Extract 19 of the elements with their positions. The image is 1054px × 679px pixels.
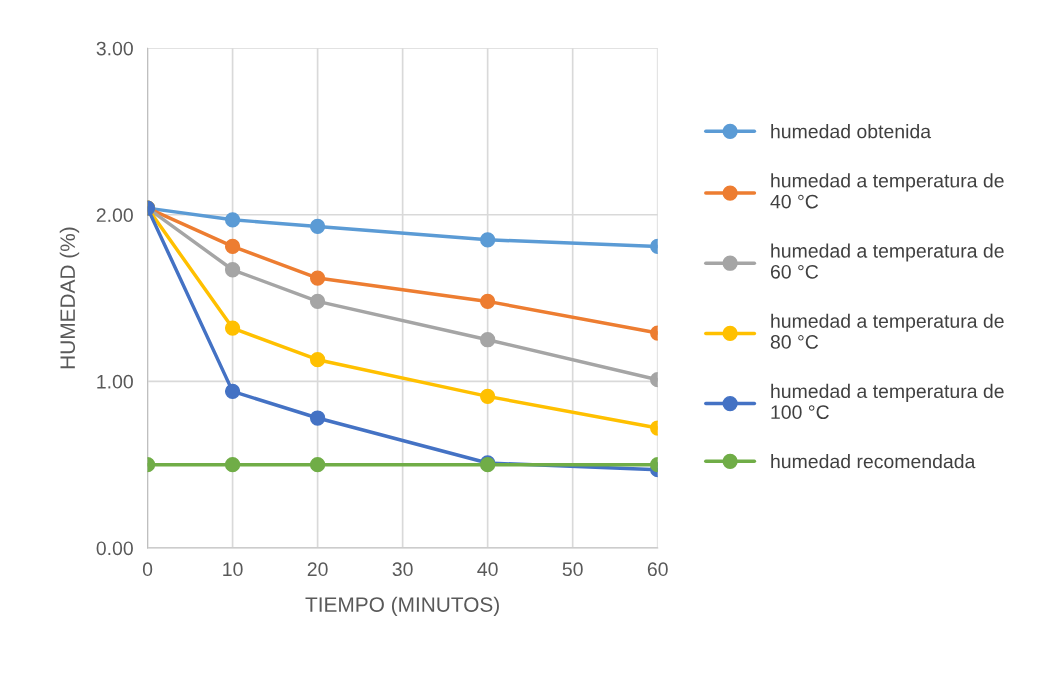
x-tick-label: 20 [307,562,328,577]
x-tick-label: 10 [223,562,243,577]
legend-label: humedad a temperatura de 80 °C [770,313,1004,349]
x-tick-label: 0 [142,562,153,577]
x-tick-label: 40 [477,562,498,577]
x-axis-title: TIEMPO (MINUTOS) [305,596,499,617]
legend-label: humedad a temperatura de 40 °C [770,173,1004,209]
x-tick-label: 50 [562,562,583,577]
legend-label: humedad a temperatura de 100 °C [771,383,1004,420]
y-tick-label: 2.00 [96,208,133,223]
x-tick-label: 30 [392,562,413,577]
legend-label: humedad a temperatura de 60 °C [770,243,1004,279]
legend-label: humedad obtenida [771,124,932,139]
y-tick-label: 1.00 [97,374,133,389]
y-tick-label: 3.00 [96,41,133,56]
y-tick-label: 0.00 [96,541,133,556]
legend-label: humedad recomendada [771,454,976,469]
x-tick-label: 60 [647,562,668,577]
y-axis-title: HUMEDAD (%) [59,227,80,369]
